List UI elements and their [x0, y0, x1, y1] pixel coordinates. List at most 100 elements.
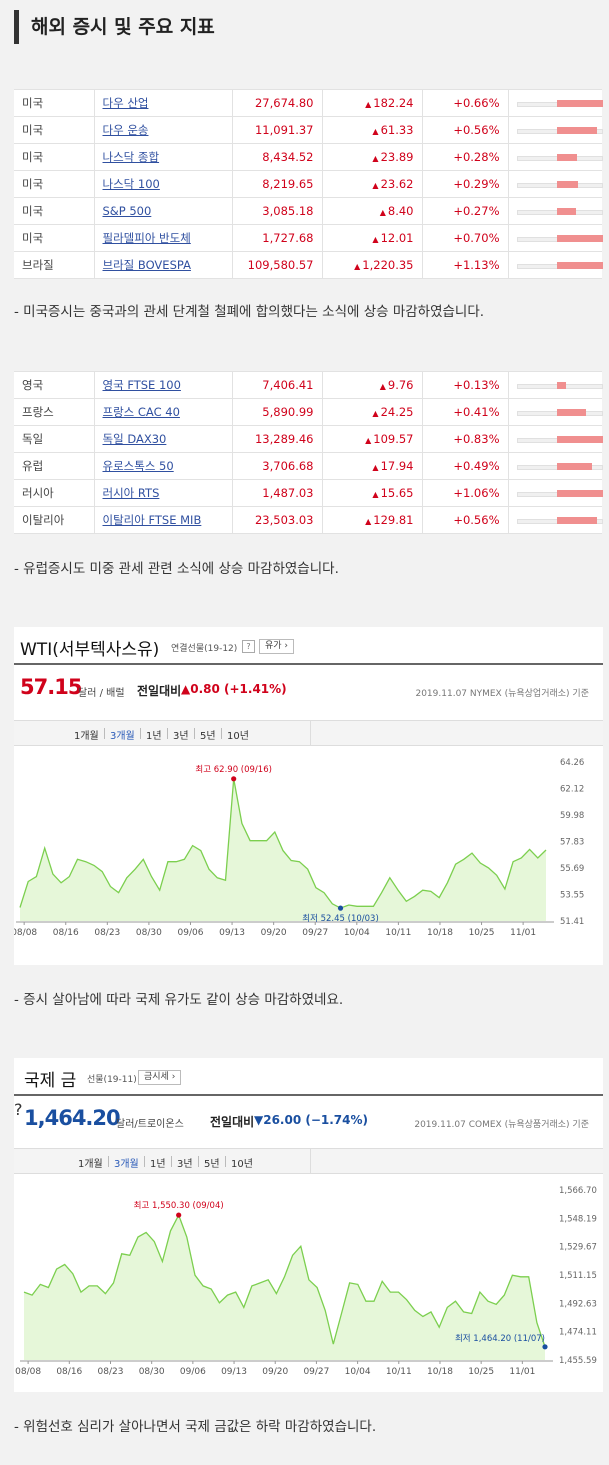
- index-name-link[interactable]: 프랑스 CAC 40: [102, 405, 180, 419]
- x-tick-label: 08/16: [53, 928, 79, 938]
- index-name-link[interactable]: 나스닥 종합: [102, 150, 160, 164]
- table-row: 미국 나스닥 100 8,219.65 ▲ 23.62 +0.29%: [14, 170, 603, 198]
- table-row: 러시아 러시아 RTS 1,487.03 ▲ 15.65 +1.06%: [14, 479, 603, 507]
- wti-price-chart: 64.26 62.12 59.98 57.83 55.69 53.55 51.41 08/08…: [11, 758, 584, 938]
- tab-10y[interactable]: 10년: [227, 731, 249, 742]
- tab-3y[interactable]: 3년: [173, 731, 189, 742]
- y-tick-label: 64.26: [560, 758, 584, 768]
- table-row: 브라질 브라질 BOVESPA 109,580.57 ▲ 1,220.35 +1.13%: [14, 251, 603, 279]
- y-tick-label: 51.41: [560, 917, 584, 927]
- change-cell: ▲ 23.89: [322, 143, 423, 171]
- index-name-cell[interactable]: 필라델피아 반도체: [94, 224, 233, 252]
- tab-5y[interactable]: 5년: [204, 1159, 220, 1170]
- tab-3y[interactable]: 3년: [177, 1159, 193, 1170]
- change-bar: [556, 382, 566, 389]
- index-value-cell: 1,727.68: [232, 224, 323, 252]
- change-bar-cell: [508, 89, 603, 117]
- change-value: 109.57: [373, 432, 414, 446]
- index-name-link[interactable]: 다우 산업: [102, 96, 149, 110]
- index-value-cell: 3,706.68: [232, 452, 323, 480]
- y-tick-label: 1,511.15: [559, 1271, 597, 1281]
- index-name-link[interactable]: 브라질 BOVESPA: [102, 258, 191, 272]
- index-name-link[interactable]: 나스닥 100: [102, 177, 160, 191]
- country-cell: 미국: [14, 89, 95, 117]
- tab-1m[interactable]: 1개월: [74, 731, 99, 742]
- index-name-link[interactable]: 다우 운송: [102, 123, 149, 137]
- tab-10y[interactable]: 10년: [231, 1159, 253, 1170]
- y-tick-label: 62.12: [560, 784, 584, 794]
- index-value-cell: 1,487.03: [232, 479, 323, 507]
- index-name-link[interactable]: 독일 DAX30: [102, 432, 167, 446]
- index-name-link[interactable]: S&P 500: [102, 204, 152, 218]
- gold-date-source: 2019.11.07 COMEX (뉴욕상품거래소) 기준: [414, 1120, 589, 1130]
- country-cell: 프랑스: [14, 398, 95, 426]
- change-cell: ▲ 23.62: [322, 170, 423, 198]
- x-tick-label: 09/27: [302, 928, 328, 938]
- oil-price-button[interactable]: 유가 ›: [259, 639, 295, 654]
- change-bar: [556, 463, 592, 470]
- index-name-link[interactable]: 유로스톡스 50: [102, 459, 174, 473]
- percent-cell: +0.41%: [422, 398, 509, 426]
- change-cell: ▲ 12.01: [322, 224, 423, 252]
- index-name-link[interactable]: 필라델피아 반도체: [102, 231, 191, 245]
- change-cell: ▲ 8.40: [322, 197, 423, 225]
- up-arrow-icon: ▲: [379, 382, 386, 391]
- index-name-link[interactable]: 러시아 RTS: [102, 486, 160, 500]
- index-name-link[interactable]: 영국 FTSE 100: [102, 378, 181, 392]
- percent-cell: +0.27%: [422, 197, 509, 225]
- change-bar: [556, 490, 603, 497]
- country-cell: 독일: [14, 425, 95, 453]
- wti-compare-label: 전일대비: [137, 684, 182, 698]
- index-name-cell[interactable]: 영국 FTSE 100: [94, 371, 233, 399]
- x-tick-label: 10/18: [427, 928, 453, 938]
- up-arrow-icon: ▲: [365, 100, 372, 109]
- index-name-cell[interactable]: 나스닥 100: [94, 170, 233, 198]
- max-label: 최고 62.90 (09/16): [195, 764, 272, 775]
- change-bar: [556, 154, 577, 161]
- change-value: 129.81: [373, 513, 414, 527]
- tab-3m[interactable]: 3개월: [114, 1159, 139, 1170]
- percent-cell: +0.49%: [422, 452, 509, 480]
- index-name-cell[interactable]: 러시아 RTS: [94, 479, 233, 507]
- help-icon[interactable]: ?: [14, 1100, 23, 1119]
- percent-cell: +0.28%: [422, 143, 509, 171]
- gold-price-button[interactable]: 금시세 ›: [138, 1070, 182, 1085]
- change-value: 182.24: [373, 96, 414, 110]
- index-value-cell: 11,091.37: [232, 116, 323, 144]
- index-name-cell[interactable]: 유로스톡스 50: [94, 452, 233, 480]
- eu-index-table: 영국 영국 FTSE 100 7,406.41 ▲ 9.76 +0.13% 프랑스 프랑스 C…: [14, 371, 603, 534]
- change-bar-cell: [508, 170, 603, 198]
- tab-1m[interactable]: 1개월: [78, 1159, 103, 1170]
- index-name-cell[interactable]: 프랑스 CAC 40: [94, 398, 233, 426]
- percent-cell: +0.66%: [422, 89, 509, 117]
- y-tick-label: 57.83: [560, 838, 584, 848]
- x-tick-label: 08/08: [14, 928, 37, 938]
- wti-title: WTI(서부텍사스유): [20, 640, 160, 660]
- max-marker: [176, 1212, 182, 1218]
- index-name-cell[interactable]: 다우 운송: [94, 116, 233, 144]
- series-line: [23, 1213, 546, 1348]
- tab-3m[interactable]: 3개월: [110, 731, 135, 742]
- index-name-cell[interactable]: S&P 500: [94, 197, 233, 225]
- x-tick-label: 10/11: [385, 928, 411, 938]
- index-name-cell[interactable]: 독일 DAX30: [94, 425, 233, 453]
- index-name-cell[interactable]: 다우 산업: [94, 89, 233, 117]
- tab-1y[interactable]: 1년: [146, 731, 162, 742]
- country-cell: 미국: [14, 197, 95, 225]
- change-value: 9.76: [387, 378, 414, 392]
- x-tick-label: 11/01: [510, 928, 536, 938]
- wti-period-tabs: 1개월 3개월 1년 3년 5년 10년: [14, 720, 603, 746]
- change-value: 23.62: [380, 177, 414, 191]
- help-icon[interactable]: ?: [242, 640, 255, 653]
- tab-1y[interactable]: 1년: [150, 1159, 166, 1170]
- index-name-link[interactable]: 이탈리아 FTSE MIB: [102, 513, 202, 527]
- index-name-cell[interactable]: 이탈리아 FTSE MIB: [94, 506, 233, 534]
- country-cell: 러시아: [14, 479, 95, 507]
- tab-5y[interactable]: 5년: [200, 731, 216, 742]
- table-row: 미국 다우 산업 27,674.80 ▲ 182.24 +0.66%: [14, 89, 603, 117]
- x-tick-label: 09/06: [180, 1367, 206, 1377]
- table-row: 프랑스 프랑스 CAC 40 5,890.99 ▲ 24.25 +0.41%: [14, 398, 603, 426]
- gold-title: 국제 금: [24, 1071, 77, 1091]
- index-name-cell[interactable]: 나스닥 종합: [94, 143, 233, 171]
- index-name-cell[interactable]: 브라질 BOVESPA: [94, 251, 233, 279]
